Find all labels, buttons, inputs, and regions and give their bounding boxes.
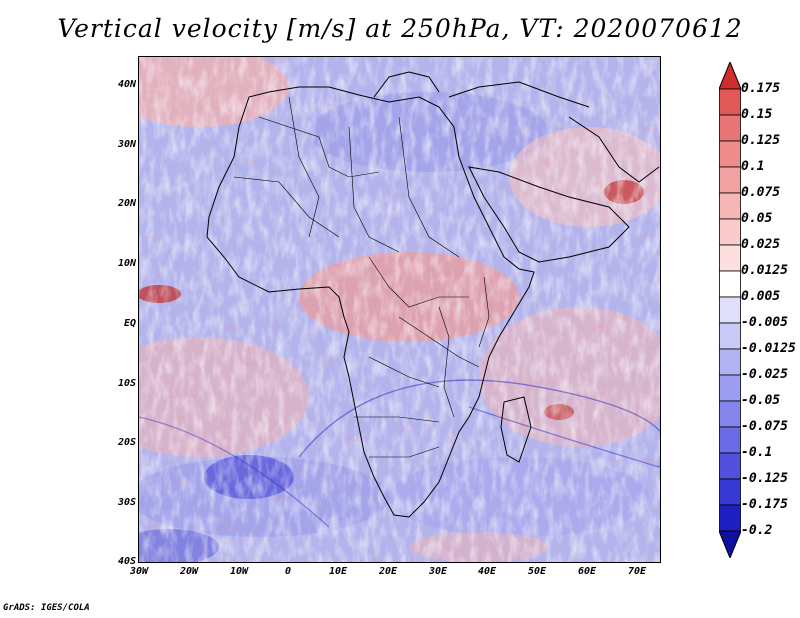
lon-tick-label: 20E bbox=[378, 566, 398, 577]
lat-tick-label: EQ bbox=[123, 318, 136, 329]
colorbar-swatch bbox=[719, 374, 741, 402]
colorbar-swatch bbox=[719, 88, 741, 116]
lon-tick-label: 10W bbox=[229, 566, 249, 577]
colorbar-level-label: -0.175 bbox=[741, 497, 788, 512]
colorbar-swatch bbox=[719, 478, 741, 506]
colorbar bbox=[719, 62, 741, 558]
lon-tick-label: 60E bbox=[577, 566, 597, 577]
colorbar-level-label: -0.2 bbox=[741, 523, 773, 538]
colorbar-swatch bbox=[719, 530, 741, 558]
credit-text: GrADS: IGES/COLA bbox=[3, 603, 90, 613]
colorbar-swatch bbox=[719, 140, 741, 168]
colorbar-swatch bbox=[719, 270, 741, 298]
colorbar-swatch bbox=[719, 192, 741, 220]
lon-tick-label: 30E bbox=[428, 566, 448, 577]
lon-tick-label: 0 bbox=[284, 566, 292, 577]
colorbar-level-label: 0.0125 bbox=[741, 263, 788, 278]
lon-tick-label: 20W bbox=[179, 566, 199, 577]
lat-tick-label: 20S bbox=[117, 437, 136, 448]
lat-tick-label: 10N bbox=[117, 258, 136, 269]
chart-title: Vertical velocity [m/s] at 250hPa, VT: 2… bbox=[57, 14, 743, 43]
colorbar-level-label: -0.0125 bbox=[741, 341, 796, 356]
country-borders bbox=[233, 96, 490, 458]
colorbar-swatch bbox=[719, 218, 741, 246]
colorbar-swatch bbox=[719, 452, 741, 480]
lon-tick-label: 70E bbox=[627, 566, 647, 577]
colorbar-swatch bbox=[719, 348, 741, 376]
colorbar-level-label: 0.175 bbox=[741, 81, 781, 96]
colorbar-level-label: -0.125 bbox=[741, 471, 788, 486]
convective-bands bbox=[139, 379, 660, 528]
colorbar-level-label: 0.1 bbox=[741, 159, 765, 174]
colorbar-level-label: 0.125 bbox=[741, 133, 781, 148]
lat-tick-label: 40S bbox=[117, 556, 136, 567]
colorbar-swatch bbox=[719, 62, 741, 90]
colorbar-swatch bbox=[719, 114, 741, 142]
colorbar-level-label: 0.005 bbox=[741, 289, 781, 304]
colorbar-level-label: -0.005 bbox=[741, 315, 788, 330]
colorbar-swatch bbox=[719, 426, 741, 454]
colorbar-swatch bbox=[719, 322, 741, 350]
colorbar-level-label: 0.025 bbox=[741, 237, 781, 252]
colorbar-level-label: 0.075 bbox=[741, 185, 781, 200]
colorbar-level-label: -0.075 bbox=[741, 419, 788, 434]
lat-tick-label: 20N bbox=[117, 198, 136, 209]
colorbar-level-label: -0.05 bbox=[741, 393, 781, 408]
lon-tick-label: 50E bbox=[527, 566, 547, 577]
lon-tick-label: 30W bbox=[129, 566, 149, 577]
lat-tick-label: 40N bbox=[117, 79, 136, 90]
lon-tick-label: 40E bbox=[477, 566, 497, 577]
colorbar-swatch bbox=[719, 296, 741, 324]
colorbar-level-label: 0.05 bbox=[741, 211, 773, 226]
colorbar-level-label: -0.1 bbox=[741, 445, 773, 460]
lat-tick-label: 30N bbox=[117, 139, 136, 150]
colorbar-level-label: 0.15 bbox=[741, 107, 773, 122]
lat-tick-label: 10S bbox=[117, 378, 136, 389]
colorbar-swatch bbox=[719, 504, 741, 532]
velocity-map bbox=[138, 56, 661, 563]
lon-tick-label: 10E bbox=[328, 566, 348, 577]
colorbar-swatch bbox=[719, 400, 741, 428]
field-texture-red bbox=[139, 57, 660, 562]
colorbar-level-label: -0.025 bbox=[741, 367, 788, 382]
coastlines bbox=[206, 71, 660, 518]
lat-tick-label: 30S bbox=[117, 497, 136, 508]
colorbar-swatch bbox=[719, 166, 741, 194]
colorbar-swatch bbox=[719, 244, 741, 272]
